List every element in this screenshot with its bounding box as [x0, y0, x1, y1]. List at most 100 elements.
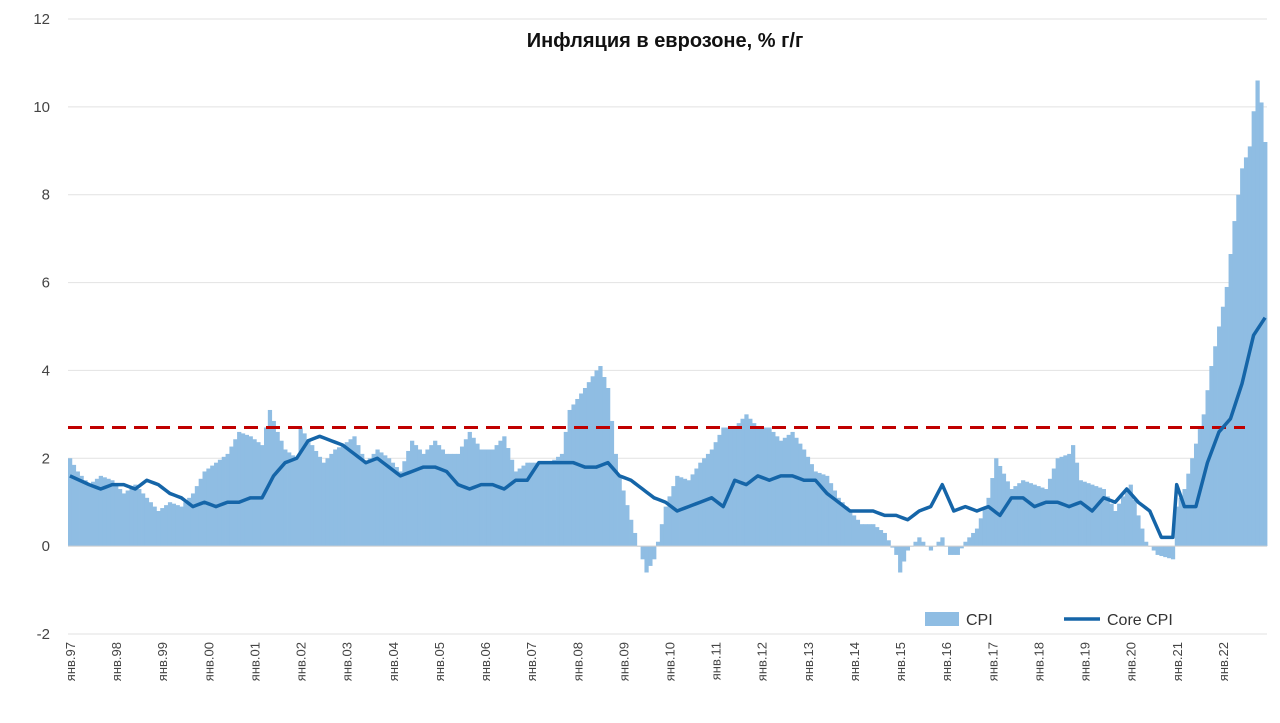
cpi-bar: [886, 540, 891, 547]
cpi-bar: [1178, 497, 1183, 547]
cpi-bar: [202, 471, 207, 547]
cpi-bar: [732, 427, 738, 547]
cpi-bar: [279, 440, 284, 547]
cpi-bar: [951, 546, 957, 555]
cpi-bar: [91, 481, 96, 547]
x-tick-label: янв.04: [386, 642, 401, 681]
cpi-bar: [375, 449, 380, 547]
cpi-bar: [317, 456, 323, 547]
cpi-bar: [110, 480, 115, 547]
cpi-bar: [1120, 496, 1126, 547]
cpi-bar: [832, 490, 837, 547]
cpi-bar: [1051, 468, 1057, 547]
cpi-bar: [156, 511, 161, 547]
cpi-bar: [1047, 478, 1053, 547]
cpi-bar: [183, 502, 188, 547]
cpi-bar: [1097, 487, 1103, 547]
cpi-bar: [429, 445, 434, 547]
cpi-bar: [928, 546, 934, 551]
cpi-bar: [694, 468, 699, 547]
cpi-bar: [506, 448, 511, 547]
cpi-bar: [221, 456, 226, 547]
cpi-bar: [794, 437, 799, 547]
cpi-bar: [598, 366, 603, 547]
cpi-bar: [1144, 541, 1149, 547]
cpi-bar: [1232, 221, 1237, 547]
cpi-bar: [1182, 489, 1187, 547]
cpi-bar: [98, 475, 103, 547]
y-tick-label: 0: [42, 538, 50, 555]
cpi-bar: [333, 449, 338, 547]
cpi-bar: [459, 446, 465, 547]
cpi-bar: [102, 477, 107, 547]
cpi-bar: [978, 518, 984, 547]
cpi-bar: [825, 475, 830, 547]
cpi-bar: [1040, 487, 1045, 547]
cpi-bar: [771, 431, 776, 547]
cpi-bar: [974, 528, 980, 547]
cpi-bar: [440, 449, 446, 547]
x-tick-label: янв.08: [570, 642, 585, 681]
x-tick-label: янв.03: [340, 642, 355, 681]
cpi-bar: [602, 377, 607, 547]
x-tick-label: янв.99: [155, 642, 170, 681]
cpi-bar: [402, 461, 407, 547]
cpi-bar: [421, 453, 426, 547]
cpi-bar: [152, 506, 157, 547]
cpi-bar: [755, 427, 761, 547]
cpi-bar: [759, 427, 764, 547]
cpi-bar: [540, 462, 545, 547]
cpi-bar: [187, 497, 192, 547]
cpi-bar: [444, 453, 449, 547]
cpi-bar: [940, 537, 945, 547]
cpi-bar: [617, 475, 622, 547]
cpi-bar: [659, 524, 665, 547]
cpi-bar: [855, 519, 861, 547]
x-axis-ticks: янв.97 янв.98 янв.99 янв.00 янв.01 янв.02 янв.…: [63, 642, 1231, 681]
cpi-bar: [663, 506, 668, 547]
x-tick-label: янв.17: [985, 642, 1000, 681]
cpi-bar: [571, 404, 576, 547]
cpi-bar: [563, 431, 568, 547]
cpi-bar: [763, 427, 768, 547]
cpi-bar: [805, 456, 811, 547]
cpi-bar: [782, 437, 788, 547]
y-tick-label: 12: [33, 11, 50, 28]
cpi-bar: [813, 471, 818, 547]
cpi-bar: [921, 541, 926, 547]
cpi-bar: [298, 427, 303, 547]
cpi-bar: [586, 382, 592, 547]
cpi-bar: [1094, 486, 1099, 547]
cpi-bar: [294, 458, 299, 547]
cpi-bar: [1170, 546, 1176, 560]
cpi-bar: [479, 449, 484, 547]
cpi-bar: [532, 462, 538, 547]
cpi-bar: [206, 468, 211, 547]
y-tick-label: 10: [33, 99, 50, 116]
cpi-bar: [275, 431, 280, 547]
cpi-bar: [798, 443, 803, 547]
cpi-bar: [1044, 489, 1049, 547]
cpi-bar: [1086, 483, 1091, 547]
cpi-bar: [214, 462, 219, 547]
x-tick-label: янв.13: [801, 642, 816, 681]
cpi-bar: [698, 462, 703, 547]
cpi-bar: [217, 459, 223, 547]
cpi-bar: [1255, 80, 1260, 547]
cpi-bar: [167, 502, 173, 547]
cpi-bar: [75, 471, 80, 547]
cpi-bar: [752, 423, 757, 547]
cpi-bar: [878, 530, 884, 547]
cpi-bar: [609, 420, 615, 547]
cpi-bar: [744, 414, 749, 547]
cpi-bar: [125, 490, 130, 547]
cpi-bar: [575, 398, 580, 547]
cpi-bar: [667, 496, 672, 547]
cpi-bar: [1105, 496, 1110, 547]
cpi-bar: [1078, 480, 1083, 547]
cpi-bar: [632, 532, 638, 547]
cpi-bar: [652, 546, 657, 560]
cpi-bar: [106, 478, 111, 547]
x-tick-label: янв.09: [616, 642, 631, 681]
